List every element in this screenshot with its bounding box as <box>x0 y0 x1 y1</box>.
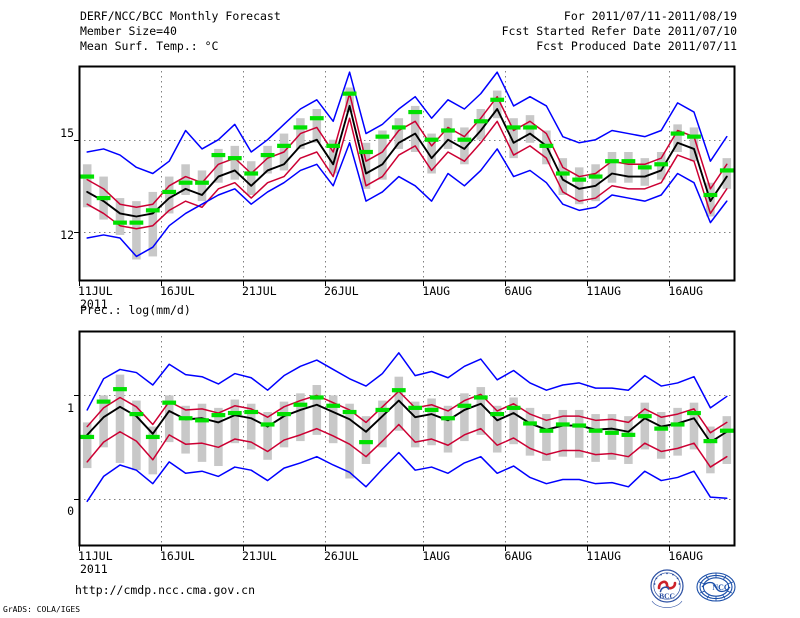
x-tick-26jul: 26JUL <box>324 284 359 298</box>
series-line-ensemble-mean <box>86 399 728 444</box>
plot-frame <box>78 65 736 282</box>
series-line-max <box>86 352 728 411</box>
member-size-label: Member Size=40 <box>80 24 177 38</box>
series-line-upper-quartile <box>86 390 728 434</box>
x-tick-16jul: 16JUL <box>160 284 195 298</box>
y-tick-temp-12: 12 <box>60 228 74 242</box>
y-tick-prec-0: 0 <box>67 504 74 518</box>
axis-ticks <box>74 394 671 551</box>
series-line-max <box>86 71 728 175</box>
grads-credit: GrADS: COLA/IGES <box>3 605 81 614</box>
series-line-lower-quartile <box>86 117 728 230</box>
series-line-min <box>86 451 728 503</box>
x-tick-16aug: 16AUG <box>668 549 704 563</box>
y-tick-temp-15: 15 <box>60 126 74 140</box>
produced-date-label: Fcst Produced Date 2011/07/11 <box>536 39 737 53</box>
gridlines <box>79 331 735 546</box>
x-tick-1aug: 1AUG <box>422 549 451 563</box>
gridlines <box>79 66 735 281</box>
series-line-min <box>86 142 728 258</box>
ncc-logo: NCC <box>694 568 738 608</box>
panel-temperature <box>74 65 736 286</box>
x-tick-16aug: 16AUG <box>668 284 704 298</box>
x-tick-11jul: 11JUL <box>78 549 113 563</box>
panel-precipitation <box>74 330 736 551</box>
series-line-ensemble-mean <box>86 104 728 218</box>
x-tick-16jul: 16JUL <box>160 549 195 563</box>
x-tick-26jul: 26JUL <box>324 549 359 563</box>
series-line-upper-quartile <box>86 92 728 209</box>
website-url[interactable]: http://cmdp.ncc.cma.gov.cn <box>75 583 256 597</box>
x-tick-11aug: 11AUG <box>586 284 622 298</box>
x-tick-11aug: 11AUG <box>586 549 622 563</box>
median-markers <box>80 91 734 225</box>
x-axis-year-bottom: 2011 <box>80 562 108 576</box>
median-markers <box>80 387 734 445</box>
ncc-logo-text: NCC <box>712 583 730 592</box>
chart-title: DERF/NCC/BCC Monthly Forecast <box>80 9 281 23</box>
axis-ticks <box>74 139 671 286</box>
x-tick-21jul: 21JUL <box>242 284 277 298</box>
refer-date-label: Fcst Started Refer Date 2011/07/10 <box>501 24 737 38</box>
ensemble-spread-boxes <box>82 87 732 260</box>
x-axis-year-top: 2011 <box>80 297 108 311</box>
variable-label-prec: Prec.: log(mm/d) <box>80 303 191 317</box>
x-tick-21jul: 21JUL <box>242 549 277 563</box>
x-tick-6aug: 6AUG <box>504 284 533 298</box>
bcc-logo: BCC <box>645 568 689 608</box>
y-tick-prec-1: 1 <box>67 401 74 415</box>
x-tick-11jul: 11JUL <box>78 284 113 298</box>
x-tick-6aug: 6AUG <box>504 549 533 563</box>
series-line-lower-quartile <box>86 423 728 468</box>
ensemble-spread-boxes <box>82 374 732 479</box>
plot-frame <box>78 330 736 547</box>
forecast-range-label: For 2011/07/11-2011/08/19 <box>563 9 737 23</box>
variable-label-temp: Mean Surf. Temp.: °C <box>80 39 219 53</box>
bcc-logo-text: BCC <box>659 592 675 601</box>
x-tick-1aug: 1AUG <box>422 284 451 298</box>
